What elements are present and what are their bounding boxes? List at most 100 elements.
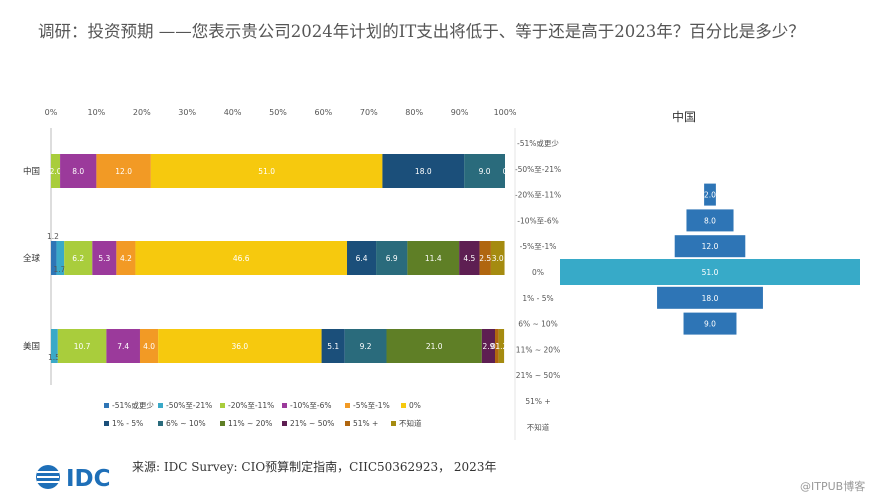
- data-label: 46.6: [233, 254, 250, 263]
- legend-label: -20%至-11%: [228, 401, 274, 410]
- bar-segment: [56, 241, 65, 275]
- bar-segment: [407, 241, 460, 275]
- bar-segment: [51, 154, 61, 188]
- data-label: 0: [503, 167, 508, 176]
- bar-segment: [490, 241, 505, 275]
- data-label: 6.9: [386, 254, 398, 263]
- legend-swatch: [391, 421, 396, 426]
- category-label: 中国: [23, 166, 40, 177]
- bar-segment: [382, 154, 465, 188]
- data-label: 0.8: [491, 342, 503, 351]
- x-tick-label: 10%: [88, 108, 106, 117]
- data-label: 5.3: [98, 254, 110, 263]
- legend-swatch: [158, 403, 163, 408]
- data-label: 6.2: [72, 254, 84, 263]
- funnel-category-label: 6% ~ 10%: [518, 320, 558, 329]
- x-tick-label: 40%: [224, 108, 242, 117]
- data-label: 2.9: [482, 342, 494, 351]
- funnel-bar: [674, 235, 746, 258]
- x-tick-label: 50%: [269, 108, 287, 117]
- funnel-category-label: -5%至-1%: [520, 242, 557, 251]
- bar-segment: [321, 329, 345, 363]
- legend-label: 不知道: [399, 418, 422, 428]
- x-tick-label: 20%: [133, 108, 151, 117]
- funnel-category-label: -50%至-21%: [515, 165, 561, 174]
- legend-label: -5%至-1%: [353, 401, 390, 410]
- funnel-category-label: -51%或更少: [517, 138, 559, 148]
- legend-label: 11% ~ 20%: [228, 419, 272, 428]
- funnel-data-label: 18.0: [702, 294, 719, 303]
- data-label: 11.4: [425, 254, 442, 263]
- funnel-bar: [683, 312, 737, 335]
- source-note: 来源: IDC Survey: CIO预算制定指南，CIIC50362923， …: [132, 460, 497, 474]
- bar-segment: [57, 329, 107, 363]
- funnel-data-label: 2.0: [704, 191, 716, 200]
- bar-segment: [51, 329, 58, 363]
- legend-label: 0%: [409, 401, 421, 410]
- x-tick-label: 100%: [494, 108, 517, 117]
- category-label: 全球: [23, 253, 41, 264]
- funnel-bar: [657, 286, 763, 309]
- funnel-category-label: -20%至-11%: [515, 191, 561, 200]
- x-tick-label: 60%: [315, 108, 333, 117]
- data-label: 7.4: [117, 342, 129, 351]
- data-label: 1.2: [495, 342, 507, 351]
- data-label: 21.0: [426, 342, 443, 351]
- x-tick-label: 0%: [45, 108, 58, 117]
- data-label: 9.0: [479, 167, 491, 176]
- bar-segment: [150, 154, 383, 188]
- data-label: 4.2: [120, 254, 132, 263]
- data-label: 36.0: [232, 342, 249, 351]
- legend-label: 6% ~ 10%: [166, 419, 206, 428]
- funnel-bar: [704, 183, 716, 206]
- data-label: 6.4: [356, 254, 368, 263]
- data-label: 2.5: [479, 254, 491, 263]
- data-label: 8.0: [72, 167, 84, 176]
- legend-label: -10%至-6%: [290, 401, 331, 410]
- funnel-chart: 中国 -51%或更少 -50%至-21% -20%至-11% 2.0 -10%至-6% 8.…: [514, 109, 860, 440]
- bar-segment: [481, 329, 496, 363]
- data-label: 4.0: [143, 342, 155, 351]
- bar-segment: [376, 241, 408, 275]
- x-tick-label: 90%: [451, 108, 469, 117]
- legend-swatch: [158, 421, 163, 426]
- category-label: 美国: [23, 341, 40, 352]
- data-label: 9.2: [360, 342, 372, 351]
- chart-legend: -51%或更少 -50%至-21% -20%至-11% -10%至-6% -5%至-1%…: [104, 400, 422, 428]
- bar-segment: [92, 241, 117, 275]
- bar-segment: [64, 241, 93, 275]
- data-label: 12.0: [115, 167, 132, 176]
- data-label: 1.7: [53, 265, 65, 274]
- funnel-data-label: 12.0: [702, 242, 719, 251]
- x-tick-label: 80%: [405, 108, 423, 117]
- bar-segment: [96, 154, 151, 188]
- bar-segment: [495, 329, 499, 363]
- funnel-bar: [686, 209, 734, 232]
- bar-segment: [459, 241, 480, 275]
- data-label: 10.7: [74, 342, 91, 351]
- data-label: 1.2: [47, 232, 59, 241]
- bar-segment: [386, 329, 482, 363]
- data-label: 51.0: [258, 167, 275, 176]
- legend-label: 21% ~ 50%: [290, 419, 334, 428]
- bar-segment: [158, 329, 322, 363]
- funnel-category-label: 21% ~ 50%: [516, 371, 560, 380]
- logo-text: IDC: [66, 466, 111, 492]
- legend-label: 1% - 5%: [112, 419, 143, 428]
- funnel-data-label: 51.0: [702, 268, 719, 277]
- legend-swatch: [282, 403, 287, 408]
- funnel-category-label: 1% - 5%: [522, 294, 553, 303]
- legend-label: -50%至-21%: [166, 401, 212, 410]
- bar-segment: [116, 241, 136, 275]
- bar-segment: [464, 154, 505, 188]
- data-label: 2.0: [50, 167, 62, 176]
- bar-segment: [479, 241, 491, 275]
- funnel-data-label: 8.0: [704, 216, 716, 225]
- data-label: 5.1: [327, 342, 339, 351]
- stacked-bar-chart: 0% 10% 20% 30% 40% 50% 60% 70% 80% 90% 100% 中国 2.0 8.…: [23, 108, 517, 385]
- data-label: 1.5: [48, 353, 60, 362]
- funnel-category-label: 11% ~ 20%: [516, 345, 560, 354]
- watermark: @ITPUB博客: [800, 480, 866, 493]
- data-label: 18.0: [415, 167, 432, 176]
